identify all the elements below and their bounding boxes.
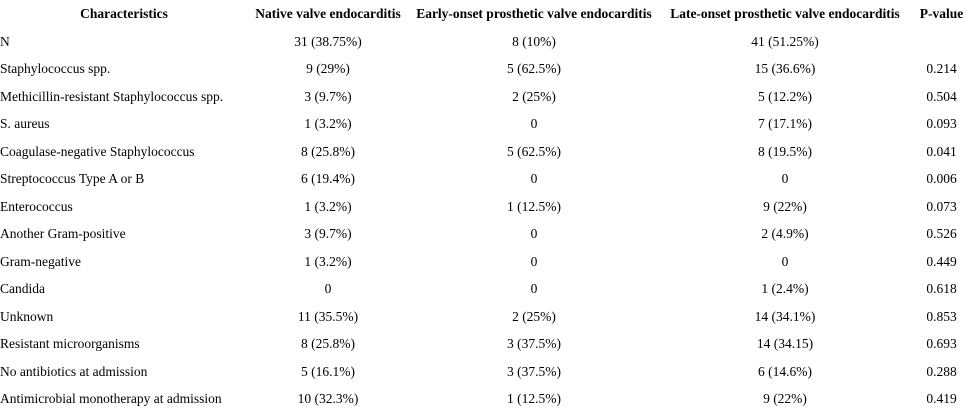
value-cell: 8 (19.5%) [758,143,812,159]
value-cell: 0 [324,281,332,297]
value-cell: 1 (3.2%) [304,253,352,269]
characteristic-label: Streptococcus Type A or B [0,171,145,187]
column-header-characteristics: Characteristics [80,6,168,21]
table-row: No antibiotics at admission 5 (16.1%) 3 (3… [0,358,973,386]
value-cell: 0 [530,226,538,242]
value-cell: 1 (12.5%) [507,198,561,214]
value-cell: 0 [530,281,538,297]
value-cell: 5 (62.5%) [507,61,561,77]
table-row: Enterococcus 1 (3.2%) 1 (12.5%) 9 (22%) 0.07… [0,193,973,221]
table-row: Staphylococcus spp. 9 (29%) 5 (62.5%) 15 (3… [0,56,973,84]
value-cell: 0.093 [926,116,957,132]
value-cell: 5 (12.2%) [758,88,812,104]
characteristic-label: Another Gram-positive [0,226,126,242]
table-row: Streptococcus Type A or B 6 (19.4%) 0 0 0.00… [0,166,973,194]
value-cell: 1 (12.5%) [507,391,561,407]
value-cell: 10 (32.3%) [297,391,359,407]
value-cell [910,28,973,56]
value-cell: 7 (17.1%) [758,116,812,132]
table-row: Methicillin-resistant Staphylococcus spp… [0,83,973,111]
table-row: N 31 (38.75%) 8 (10%) 41 (51.25%) [0,28,973,56]
characteristic-label: No antibiotics at admission [0,363,148,379]
table-row: Coagulase-negative Staphylococcus 8 (25.8… [0,138,973,166]
value-cell: 14 (34.15) [756,336,814,352]
value-cell: 31 (38.75%) [294,33,362,49]
table-row: S. aureus 1 (3.2%) 0 7 (17.1%) 0.093 [0,111,973,139]
value-cell: 5 (16.1%) [301,363,355,379]
value-cell: 3 (9.7%) [304,88,352,104]
value-cell: 0 [530,116,538,132]
value-cell: 0.618 [926,281,957,297]
value-cell: 0 [530,253,538,269]
value-cell: 8 (10%) [512,33,556,49]
table-row: Antimicrobial monotherapy at admission 10… [0,386,973,413]
value-cell: 3 (37.5%) [507,363,561,379]
value-cell: 0 [781,253,789,269]
value-cell: 9 (29%) [306,61,350,77]
value-cell: 0.419 [926,391,957,407]
value-cell: 3 (37.5%) [507,336,561,352]
column-header-native-valve: Native valve endocarditis [255,6,401,21]
table-header-row: Characteristics Native valve endocarditis… [0,0,973,28]
characteristic-label: Resistant microorganisms [0,336,140,352]
value-cell: 15 (36.6%) [754,61,816,77]
value-cell: 0.006 [926,171,957,187]
value-cell: 11 (35.5%) [297,308,359,324]
characteristic-label: Staphylococcus spp. [0,61,111,77]
value-cell: 14 (34.1%) [754,308,816,324]
value-cell: 0.526 [926,226,957,242]
value-cell: 0.449 [926,253,957,269]
table-row: Resistant microorganisms 8 (25.8%) 3 (37.5… [0,331,973,359]
value-cell: 2 (25%) [512,88,556,104]
table-row: Gram-negative 1 (3.2%) 0 0 0.449 [0,248,973,276]
characteristic-label: Coagulase-negative Staphylococcus [0,143,195,159]
column-header-early-onset-pve: Early-onset prosthetic valve endocarditi… [416,6,652,21]
table-row: Unknown 11 (35.5%) 2 (25%) 14 (34.1%) 0.853 [0,303,973,331]
value-cell: 2 (4.9%) [761,226,809,242]
value-cell: 0.288 [926,363,957,379]
value-cell: 6 (19.4%) [301,171,355,187]
value-cell: 1 (2.4%) [761,281,809,297]
value-cell: 2 (25%) [512,308,556,324]
value-cell: 3 (9.7%) [304,226,352,242]
value-cell: 8 (25.8%) [301,143,355,159]
characteristic-label: Unknown [0,308,54,324]
value-cell: 1 (3.2%) [304,116,352,132]
characteristic-label: Candida [0,281,45,297]
value-cell: 8 (25.8%) [301,336,355,352]
value-cell: 0.693 [926,336,957,352]
column-header-late-onset-pve: Late-onset prosthetic valve endocarditis [670,6,900,21]
value-cell: 41 (51.25%) [751,33,819,49]
value-cell: 0 [530,171,538,187]
value-cell: 0.853 [926,308,957,324]
value-cell: 9 (22%) [763,391,807,407]
characteristic-label: Methicillin-resistant Staphylococcus spp… [0,88,224,104]
column-header-p-value: P-value [919,6,964,21]
characteristic-label: Antimicrobial monotherapy at admission [0,391,222,407]
value-cell: 1 (3.2%) [304,198,352,214]
characteristic-label: N [0,33,10,49]
value-cell: 0.041 [926,143,957,159]
value-cell: 6 (14.6%) [758,363,812,379]
characteristic-label: Enterococcus [0,198,73,214]
value-cell: 0 [781,171,789,187]
characteristic-label: Gram-negative [0,253,81,269]
value-cell: 5 (62.5%) [507,143,561,159]
value-cell: 9 (22%) [763,198,807,214]
value-cell: 0.073 [926,198,957,214]
value-cell: 0.214 [926,61,957,77]
characteristic-label: S. aureus [0,116,50,132]
table-body: N 31 (38.75%) 8 (10%) 41 (51.25%) Staphyloco… [0,28,973,413]
table-row: Another Gram-positive 3 (9.7%) 0 2 (4.9%) 0.… [0,221,973,249]
value-cell: 0.504 [926,88,957,104]
table-row: Candida 0 0 1 (2.4%) 0.618 [0,276,973,304]
